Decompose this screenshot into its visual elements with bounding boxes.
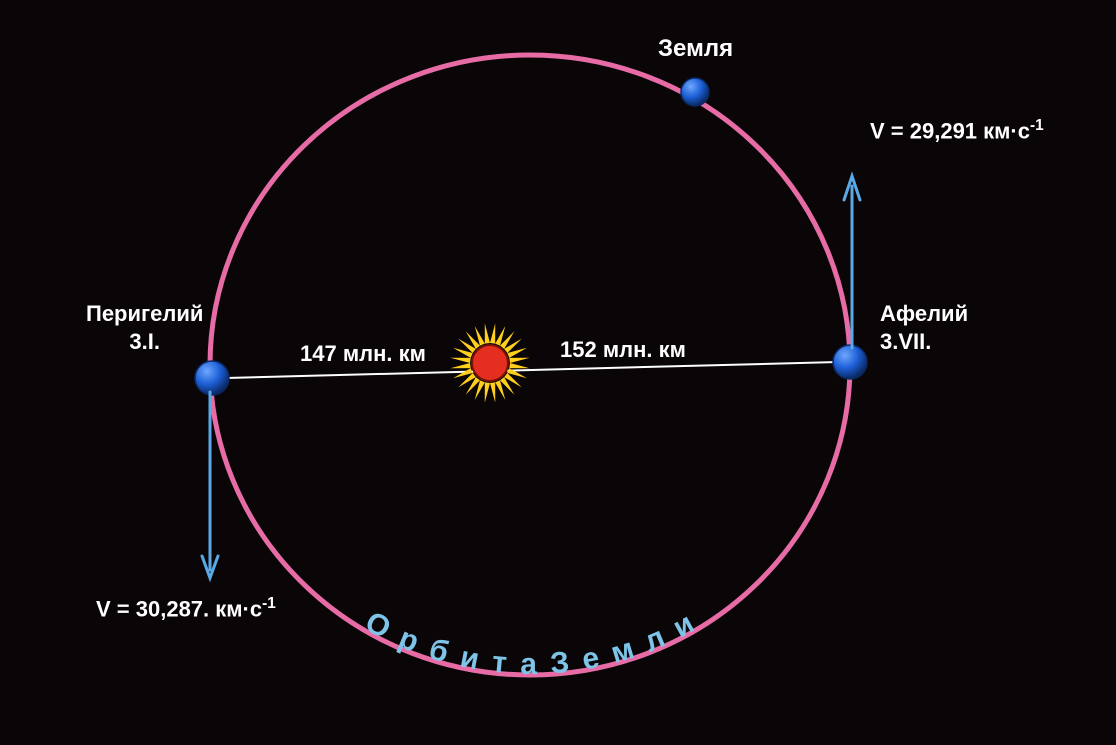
velocity-aphelion-value: V = 29,291 км·с	[870, 118, 1030, 143]
velocity-aphelion-exp: -1	[1030, 117, 1044, 134]
orbit-diagram: О р б и т а З е м л и Земля Перигелий 3.…	[0, 0, 1116, 745]
velocity-perihelion-exp: -1	[262, 595, 276, 612]
perihelion-label: Перигелий 3.I.	[86, 300, 203, 355]
earth-top-planet	[681, 78, 709, 106]
earth-aphelion-planet	[833, 345, 867, 379]
velocity-perihelion-value: V = 30,287. км·с	[96, 596, 262, 621]
diagram-title: О р б и т а З е м л и	[360, 605, 702, 681]
distance-perihelion: 147 млн. км	[300, 340, 426, 368]
velocity-aphelion: V = 29,291 км·с-1	[870, 116, 1044, 145]
aphelion-date: 3.VII.	[880, 329, 931, 354]
distance-aphelion: 152 млн. км	[560, 336, 686, 364]
aphelion-name: Афелий	[880, 301, 968, 326]
perihelion-date: 3.I.	[129, 329, 160, 354]
diagram-svg: О р б и т а З е м л и	[0, 0, 1116, 745]
perihelion-name: Перигелий	[86, 301, 203, 326]
aphelion-label: Афелий 3.VII.	[880, 300, 968, 355]
sun-core	[472, 345, 508, 381]
sun	[450, 323, 529, 402]
earth-perihelion-planet	[195, 361, 229, 395]
velocity-perihelion: V = 30,287. км·с-1	[96, 594, 276, 623]
earth-label: Земля	[658, 34, 733, 64]
